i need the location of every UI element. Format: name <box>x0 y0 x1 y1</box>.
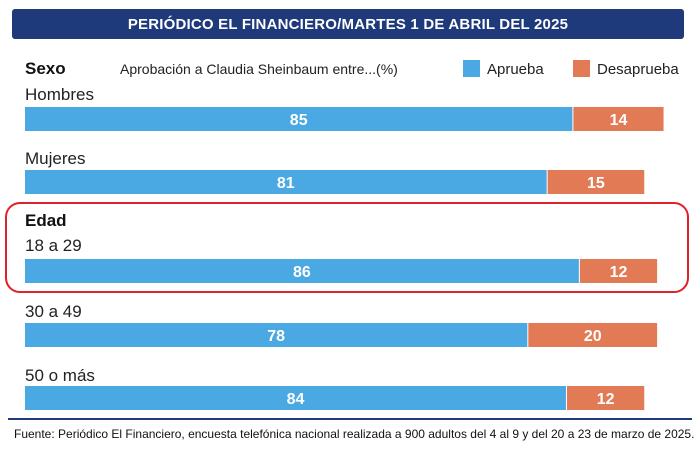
header-title: PERIÓDICO EL FINANCIERO/MARTES 1 DE ABRI… <box>127 15 569 33</box>
bar-aprueba <box>25 170 547 194</box>
data-label-desaprueba: 12 <box>597 391 615 408</box>
data-label-aprueba: 86 <box>293 264 311 281</box>
group-label-sexo: Sexo <box>25 59 66 78</box>
bar-desaprueba <box>566 386 645 410</box>
data-label-desaprueba: 20 <box>584 328 602 345</box>
bar-desaprueba <box>573 107 664 131</box>
bar-desaprueba <box>528 323 658 347</box>
category-label: 30 a 49 <box>25 302 82 321</box>
bar-aprueba <box>25 107 573 131</box>
source-note: Fuente: Periódico El Financiero, encuest… <box>14 427 695 441</box>
data-label-desaprueba: 12 <box>610 264 628 281</box>
bar-aprueba <box>25 323 528 347</box>
highlight-box <box>5 202 689 293</box>
legend-label-aprueba: Aprueba <box>487 61 544 78</box>
footer-divider <box>8 418 692 420</box>
data-label-aprueba: 78 <box>267 328 285 345</box>
category-label: 18 a 29 <box>25 236 82 255</box>
category-label: Hombres <box>25 85 94 104</box>
bar-desaprueba <box>547 170 645 194</box>
category-label: 50 o más <box>25 366 95 385</box>
bar-aprueba <box>25 259 579 283</box>
bar-desaprueba <box>579 259 658 283</box>
data-label-aprueba: 81 <box>277 175 295 192</box>
data-label-desaprueba: 14 <box>610 112 628 129</box>
legend-swatch-desaprueba <box>573 60 590 77</box>
data-label-desaprueba: 15 <box>587 175 605 192</box>
bar-aprueba <box>25 386 566 410</box>
legend-swatch-aprueba <box>463 60 480 77</box>
data-label-aprueba: 85 <box>290 112 308 129</box>
legend-label-desaprueba: Desaprueba <box>597 61 679 78</box>
group-label-edad: Edad <box>25 211 67 230</box>
category-label: Mujeres <box>25 149 85 168</box>
data-label-aprueba: 84 <box>287 391 305 408</box>
header-banner: PERIÓDICO EL FINANCIERO/MARTES 1 DE ABRI… <box>12 9 684 39</box>
chart-title: Aprobación a Claudia Sheinbaum entre...(… <box>120 61 398 77</box>
